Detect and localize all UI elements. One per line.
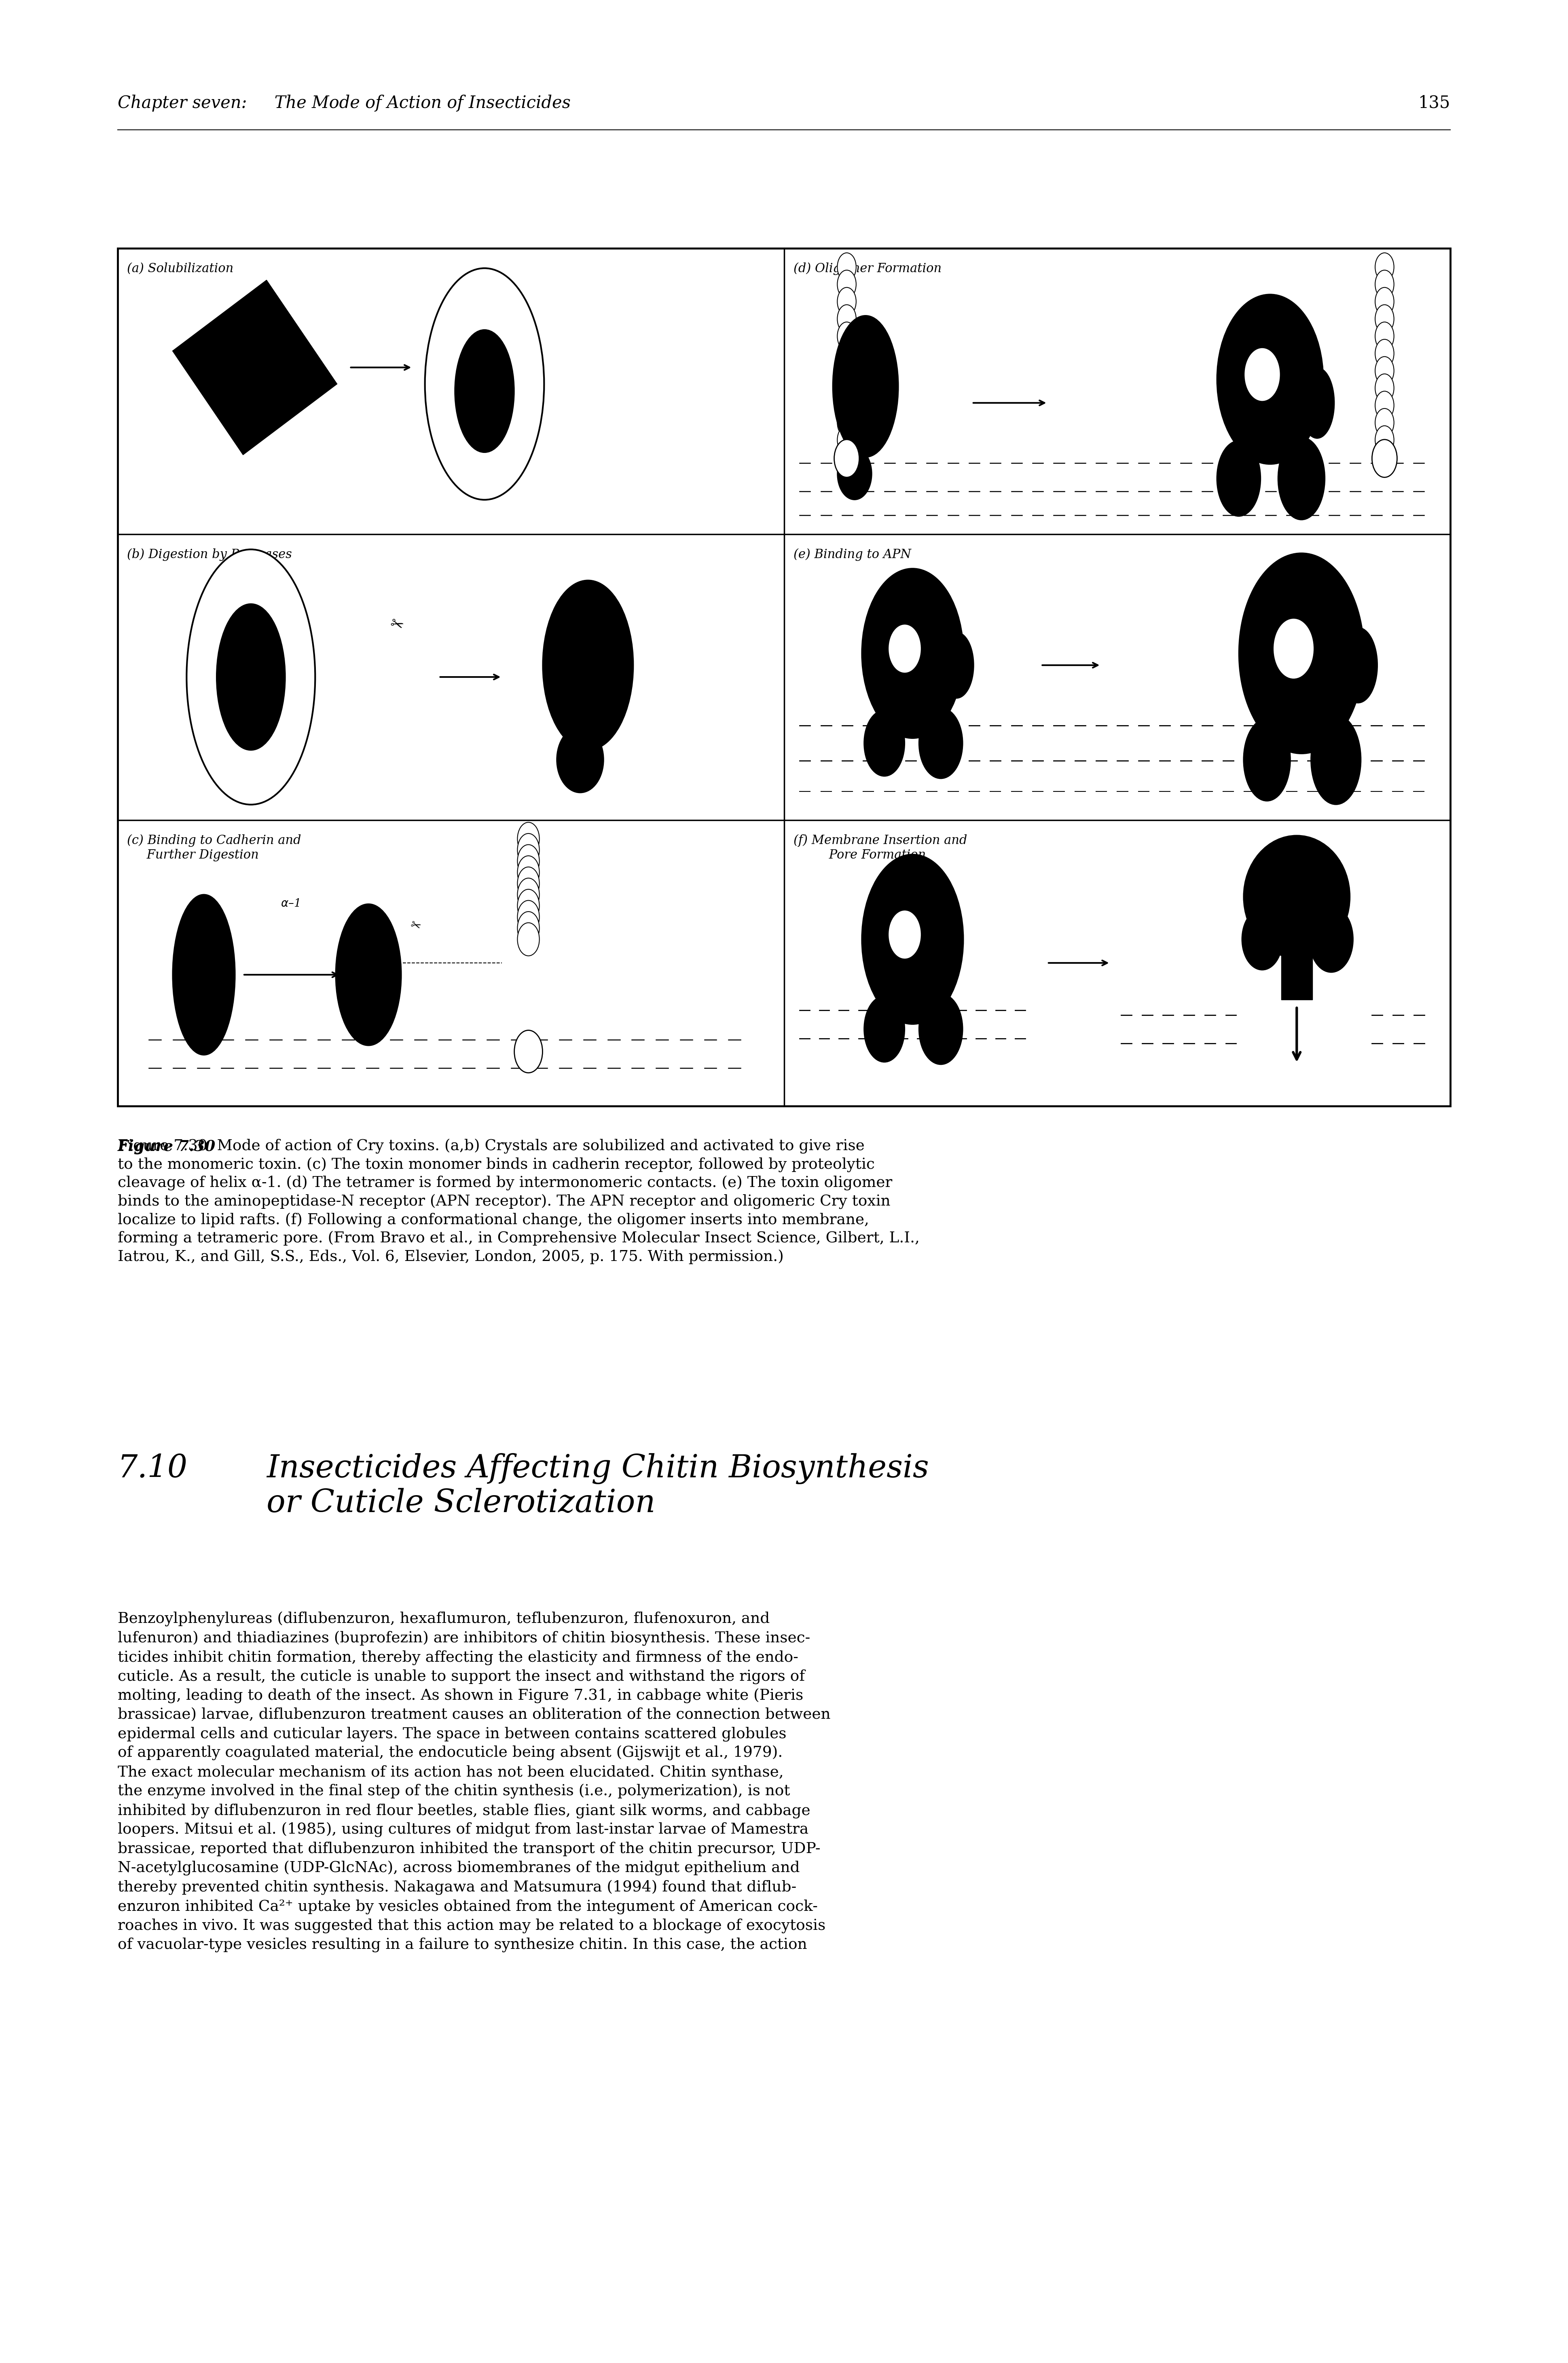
Circle shape [1375,444,1394,473]
Ellipse shape [1278,437,1325,520]
Circle shape [1375,357,1394,385]
Ellipse shape [837,449,872,501]
Ellipse shape [864,995,905,1063]
Ellipse shape [216,603,285,751]
Text: 135: 135 [1419,95,1450,111]
Ellipse shape [1300,366,1334,440]
Circle shape [837,321,856,350]
Circle shape [517,822,539,855]
Ellipse shape [864,709,905,777]
Ellipse shape [172,896,235,1054]
Bar [118,248,1450,1106]
Ellipse shape [336,903,401,1044]
Text: (e) Binding to APN: (e) Binding to APN [793,548,911,560]
Text: Insecticides Affecting Chitin Biosynthesis
or Cuticle Sclerotization: Insecticides Affecting Chitin Biosynthes… [267,1453,928,1519]
Circle shape [837,373,856,402]
Ellipse shape [1243,834,1350,959]
Circle shape [517,888,539,922]
Circle shape [1375,425,1394,454]
Ellipse shape [557,728,604,794]
Ellipse shape [1338,629,1378,704]
Circle shape [517,900,539,933]
Circle shape [1375,253,1394,281]
Ellipse shape [919,709,963,780]
Ellipse shape [862,569,963,737]
Ellipse shape [1245,347,1279,402]
Circle shape [1375,409,1394,437]
Text: (d) Oligomer Formation: (d) Oligomer Formation [793,262,941,274]
Text: Chapter seven:   The Mode of Action of Insecticides: Chapter seven: The Mode of Action of Ins… [118,95,571,111]
Text: Figure 7.30: Figure 7.30 [118,1139,216,1153]
Ellipse shape [1242,910,1283,969]
Ellipse shape [889,624,920,671]
Polygon shape [172,279,337,456]
Circle shape [517,912,539,945]
Ellipse shape [1273,619,1314,678]
Circle shape [1375,288,1394,317]
Circle shape [837,425,856,454]
Ellipse shape [919,992,963,1063]
Ellipse shape [1217,442,1261,517]
Circle shape [837,305,856,333]
Circle shape [1375,321,1394,350]
Circle shape [514,1030,543,1073]
Circle shape [1375,373,1394,402]
Circle shape [837,409,856,437]
Ellipse shape [862,855,963,1026]
Ellipse shape [889,910,920,959]
Ellipse shape [1243,718,1290,801]
Circle shape [1375,392,1394,421]
Ellipse shape [455,331,514,451]
Circle shape [1375,305,1394,333]
Text: ✂: ✂ [409,919,422,933]
Ellipse shape [1311,714,1361,803]
Text: (a) Solubilization: (a) Solubilization [127,262,234,274]
Circle shape [517,844,539,877]
Text: $\alpha$–1: $\alpha$–1 [281,898,299,910]
Circle shape [1375,340,1394,369]
Circle shape [1375,269,1394,298]
Circle shape [837,444,856,473]
Circle shape [1372,440,1397,477]
Circle shape [517,834,539,867]
Ellipse shape [187,548,315,803]
Text: 7.10: 7.10 [118,1453,188,1484]
Text: Figure 7.30  Mode of action of Cry toxins. (a,b) Crystals are solubilized and ac: Figure 7.30 Mode of action of Cry toxins… [118,1139,919,1264]
Text: Benzoylphenylureas (diflubenzuron, hexaflumuron, teflubenzuron, flufenoxuron, an: Benzoylphenylureas (diflubenzuron, hexaf… [118,1612,831,1952]
Circle shape [837,288,856,317]
Bar [1281,858,1312,1000]
Ellipse shape [1309,905,1353,974]
Ellipse shape [425,269,544,501]
Circle shape [517,855,539,888]
Ellipse shape [833,317,898,458]
Circle shape [837,253,856,281]
Circle shape [517,867,539,900]
Circle shape [837,269,856,298]
Ellipse shape [1217,293,1323,463]
Circle shape [837,340,856,369]
Circle shape [834,440,859,477]
Circle shape [517,922,539,957]
Ellipse shape [543,581,633,751]
Ellipse shape [1239,553,1364,754]
Text: ✂: ✂ [387,614,406,636]
Ellipse shape [939,633,974,699]
Text: (c) Binding to Cadherin and
     Further Digestion: (c) Binding to Cadherin and Further Dige… [127,834,301,860]
Circle shape [837,392,856,421]
Text: (b) Digestion by Proteases: (b) Digestion by Proteases [127,548,292,560]
Circle shape [837,357,856,385]
Text: (f) Membrane Insertion and
         Pore Formation: (f) Membrane Insertion and Pore Formatio… [793,834,967,860]
Circle shape [517,879,539,912]
